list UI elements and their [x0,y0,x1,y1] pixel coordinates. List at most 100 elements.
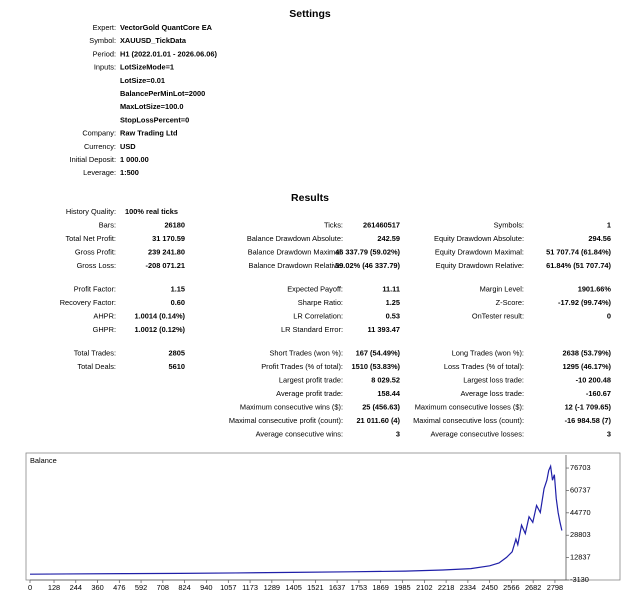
setting-value: 1 000.00 [120,155,149,164]
result-value: 294.56 [588,234,611,243]
result-value: 51 707.74 (61.84%) [546,247,611,256]
x-tick-label: 1753 [351,583,367,592]
result-value: 1.0014 (0.14%) [134,311,185,320]
chart-title: Balance [30,456,57,465]
result-label: Gross Loss: [77,261,116,270]
x-tick-label: 128 [48,583,60,592]
result-label: Average profit trade: [276,389,343,398]
result-label: Sharpe Ratio: [298,298,343,307]
result-label: Total Deals: [77,362,116,371]
setting-value: BalancePerMinLot=2000 [120,89,205,98]
result-value: 3 [607,429,611,438]
result-label: Average consecutive wins: [256,429,343,438]
x-tick-label: 708 [157,583,169,592]
y-tick-label: -3130 [570,575,589,584]
x-tick-label: 940 [200,583,212,592]
setting-label: Currency: [84,142,116,151]
result-label: AHPR: [93,311,116,320]
y-tick-label: 12837 [570,553,591,562]
result-value: 0.53 [386,311,400,320]
result-label: Ticks: [324,220,343,229]
result-value: 261460517 [363,220,400,229]
setting-label: Symbol: [89,36,116,45]
x-tick-label: 1521 [307,583,323,592]
result-label: LR Correlation: [293,311,343,320]
setting-value: VectorGold QuantCore EA [120,23,213,32]
x-tick-label: 2682 [525,583,541,592]
result-value: 1901.66% [578,284,612,293]
setting-value: XAUUSD_TickData [120,36,187,45]
setting-label: Leverage: [83,168,116,177]
result-value: 46 337.79 (59.02%) [335,247,400,256]
result-value: 1.15 [171,284,185,293]
result-value: 21 011.60 (4) [356,416,400,425]
setting-label: Initial Deposit: [70,155,116,164]
y-tick-label: 60737 [570,485,591,494]
x-tick-label: 2102 [416,583,432,592]
result-value: 1510 (53.83%) [352,362,401,371]
result-value: 2638 (53.79%) [563,348,612,357]
result-value: 1 [607,220,611,229]
result-label: Total Net Profit: [65,234,116,243]
result-value: 239 241.80 [148,247,185,256]
result-label: Recovery Factor: [60,298,116,307]
result-label: Largest profit trade: [279,375,343,384]
x-tick-label: 1173 [242,583,258,592]
result-label: Equity Drawdown Maximal: [435,247,524,256]
y-tick-label: 28803 [570,530,591,539]
result-label: Profit Factor: [74,284,116,293]
result-label: Maximum consecutive losses ($): [415,402,524,411]
setting-label: Period: [93,49,116,58]
setting-value: Raw Trading Ltd [120,129,178,138]
y-tick-label: 76703 [570,463,591,472]
result-value: 8 029.52 [371,375,400,384]
x-tick-label: 1985 [394,583,410,592]
result-value: 2805 [169,348,185,357]
result-value: -16 984.58 (7) [565,416,612,425]
result-label: Profit Trades (% of total): [261,362,343,371]
result-value: 11.11 [382,284,400,293]
x-tick-label: 2450 [481,583,497,592]
result-label: Average consecutive losses: [430,429,524,438]
result-value: 3 [396,429,400,438]
result-value: 0 [607,311,611,320]
result-value: -160.67 [586,389,611,398]
result-label: Total Trades: [74,348,116,357]
x-tick-label: 824 [178,583,190,592]
setting-value: USD [120,142,136,151]
x-tick-label: 244 [70,583,82,592]
result-value: 61.84% (51 707.74) [546,261,611,270]
result-value: 100% real ticks [125,207,178,216]
result-label: OnTester result: [472,311,524,320]
result-value: 31 170.59 [152,234,185,243]
setting-label: Expert: [93,23,116,32]
result-label: Gross Profit: [75,247,116,256]
result-label: Balance Drawdown Maximal: [248,247,343,256]
result-label: Short Trades (won %): [269,348,343,357]
results-title: Results [291,192,329,204]
y-tick-label: 44770 [570,508,591,517]
balance-line [29,464,563,575]
x-tick-label: 2566 [503,583,519,592]
result-label: Maximal consecutive profit (count): [229,416,343,425]
result-value: 12 (-1 709.65) [565,402,612,411]
settings-title: Settings [289,8,331,20]
result-value: 158.44 [377,389,400,398]
result-label: Average loss trade: [460,389,524,398]
result-label: LR Standard Error: [281,325,343,334]
result-value: 1295 (46.17%) [563,362,612,371]
result-value: 167 (54.49%) [356,348,401,357]
x-tick-label: 476 [113,583,125,592]
result-label: Bars: [99,220,116,229]
x-tick-label: 1405 [285,583,301,592]
result-value: 25 (456.63) [362,402,400,411]
result-label: Largest loss trade: [463,375,524,384]
result-value: -208 071.21 [146,261,185,270]
result-label: GHPR: [93,325,116,334]
x-tick-label: 1637 [329,583,345,592]
x-tick-label: 360 [91,583,103,592]
result-value: 11 393.47 [368,325,400,334]
x-tick-label: 1869 [372,583,388,592]
